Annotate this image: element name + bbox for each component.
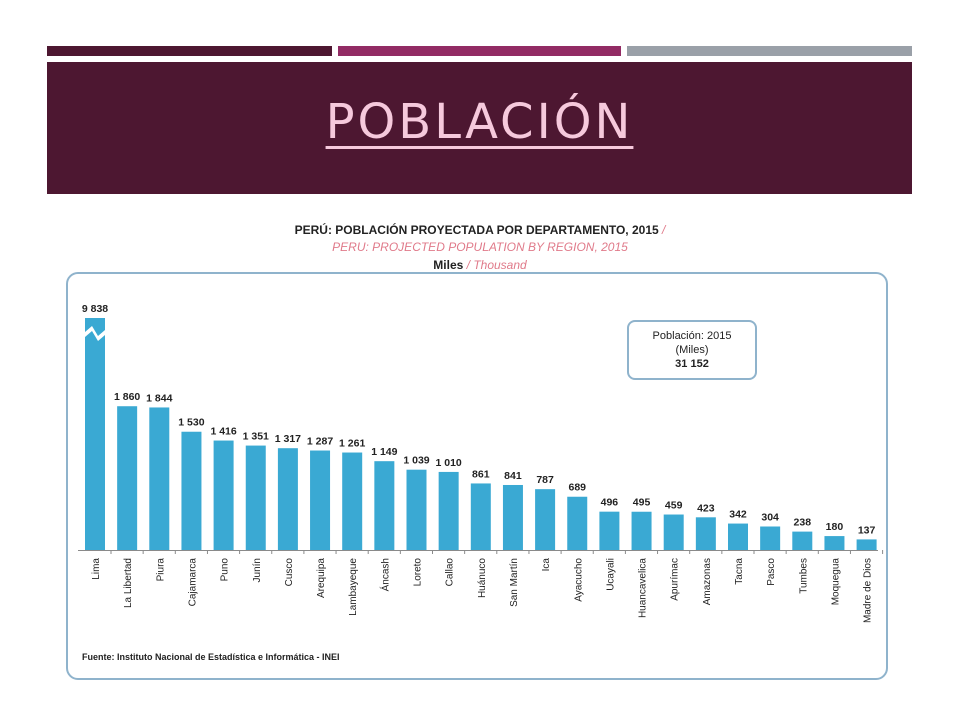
category-label: La Libertad: [123, 558, 134, 608]
data-label: 9 838: [82, 303, 108, 315]
decor-strip-middle: [338, 46, 621, 56]
data-label: 137: [858, 524, 876, 536]
bar: [535, 489, 556, 550]
bar: [149, 407, 170, 550]
category-label: Cajamarca: [187, 558, 198, 607]
bar: [567, 496, 588, 550]
decor-strip-left: [47, 46, 332, 56]
total-box-value: 31 152: [675, 358, 709, 370]
data-label: 1 261: [339, 438, 365, 450]
data-label: 1 416: [210, 426, 236, 438]
chart-units-line: Miles / Thousand: [0, 256, 960, 274]
bar: [85, 318, 105, 550]
bar: [824, 536, 845, 550]
category-label: Ica: [541, 558, 552, 572]
data-label: 423: [697, 502, 715, 514]
data-label: 496: [601, 497, 619, 509]
chart-units: Miles: [433, 258, 464, 272]
data-label: 304: [761, 512, 779, 524]
data-label: 180: [826, 521, 844, 533]
bar: [470, 483, 491, 550]
category-label: Huancavelica: [638, 558, 649, 618]
category-label: Madre de Dios: [863, 558, 874, 623]
data-label: 495: [633, 497, 651, 509]
category-label: Huánuco: [477, 558, 488, 598]
category-label: Callao: [445, 558, 456, 587]
category-label: Áncash: [378, 558, 391, 591]
bar: [856, 539, 877, 550]
category-label: Ucayali: [605, 558, 616, 591]
category-label: Loreto: [413, 558, 424, 587]
chart-title-line: PERÚ: POBLACIÓN PROYECTADA POR DEPARTAME…: [0, 221, 960, 239]
data-label: 342: [729, 509, 747, 521]
total-box-line2: (Miles): [675, 344, 709, 356]
title-banner: POBLACIÓN: [47, 62, 912, 194]
category-label: Tumbes: [798, 558, 809, 594]
bar: [502, 484, 523, 550]
data-label: 1 010: [436, 457, 462, 469]
total-box-line1: Población: 2015: [652, 330, 732, 342]
category-label: Piura: [155, 558, 166, 582]
bar: [374, 461, 395, 550]
category-label: Puno: [220, 558, 231, 582]
category-label: Pasco: [766, 558, 777, 586]
bar: [277, 448, 298, 550]
bar: [213, 440, 234, 550]
chart-title: PERÚ: POBLACIÓN PROYECTADA POR DEPARTAME…: [294, 223, 659, 237]
data-label: 1 149: [371, 446, 397, 458]
data-label: 238: [794, 517, 812, 529]
category-label: Lambayeque: [348, 558, 359, 616]
bar: [760, 526, 781, 550]
data-label: 841: [504, 470, 522, 482]
category-label: Arequipa: [316, 558, 327, 598]
page-title: POBLACIÓN: [325, 94, 634, 150]
chart-source: Fuente: Instituto Nacional de Estadístic…: [82, 652, 340, 662]
data-label: 1 860: [114, 391, 140, 403]
data-label: 787: [536, 474, 554, 486]
chart-units-translation: / Thousand: [466, 258, 527, 272]
bar: [792, 531, 813, 550]
category-label: Amazonas: [702, 558, 713, 605]
data-label: 1 530: [178, 417, 204, 429]
data-label: 1 039: [403, 455, 429, 467]
bar: [181, 431, 202, 550]
bar: [631, 511, 652, 550]
category-label: Lima: [91, 558, 102, 580]
category-label: Tacna: [734, 558, 745, 585]
category-label: Cusco: [284, 558, 295, 587]
bar: [599, 511, 620, 550]
category-label: Moquegua: [830, 558, 841, 606]
category-label: Apurímac: [670, 558, 681, 601]
bar: [342, 452, 363, 550]
bar: [695, 517, 716, 550]
bar: [438, 471, 459, 550]
data-label: 1 844: [146, 392, 172, 404]
chart-subtitle: PERU: PROJECTED POPULATION BY REGION, 20…: [332, 240, 628, 254]
data-label: 1 317: [275, 433, 301, 445]
decor-strip-right: [627, 46, 912, 56]
bar: [406, 469, 427, 550]
axis-break-mark: [85, 326, 105, 341]
bar: [245, 445, 266, 550]
data-label: 459: [665, 500, 683, 512]
data-label: 861: [472, 468, 490, 480]
bar: [663, 514, 684, 550]
bar: [310, 450, 331, 550]
data-label: 1 351: [243, 431, 269, 443]
data-label: 689: [568, 482, 586, 494]
bar: [117, 406, 138, 550]
chart-title-separator: /: [662, 223, 666, 237]
data-label: 1 287: [307, 436, 333, 448]
bar: [728, 523, 748, 550]
category-label: Ayacucho: [573, 558, 584, 602]
total-population-box: Población: 2015 (Miles) 31 152: [627, 320, 757, 380]
category-label: San Martín: [509, 558, 520, 607]
category-label: Junín: [252, 558, 263, 582]
